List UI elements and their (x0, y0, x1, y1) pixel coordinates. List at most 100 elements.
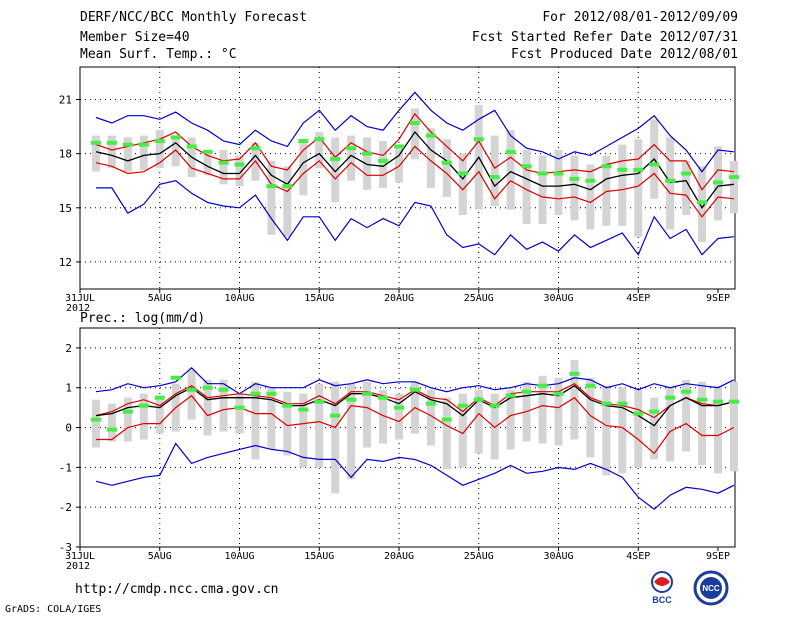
temp-member-marker (457, 171, 468, 176)
prec-member-marker (569, 371, 580, 376)
prec-member-marker (250, 391, 261, 396)
prec-member-marker (298, 407, 309, 412)
temp-spread-bar (235, 155, 244, 187)
prec-line-min (95, 442, 735, 510)
temp-member-marker (394, 144, 404, 149)
temp-spread-bar (682, 160, 691, 215)
temp-member-marker (314, 137, 325, 142)
prec-ytick-label: -2 (59, 501, 72, 514)
prec-member-marker (409, 387, 420, 392)
prec-spread-bar (618, 387, 627, 474)
temp-member-marker (425, 133, 436, 138)
temp-spread-bar (506, 130, 515, 210)
chart-title: DERF/NCC/BCC Monthly Forecast (80, 10, 307, 25)
prec-spread-bar (347, 383, 356, 480)
temp-spread-bar (347, 135, 356, 181)
temp-xtick-label: 20AUG (384, 293, 414, 304)
prec-member-marker (314, 399, 325, 404)
prec-spread-bar (538, 375, 547, 444)
prec-spread-bar (139, 393, 148, 440)
prec-spread-bar (698, 381, 707, 466)
temp-spread-bar (410, 108, 419, 160)
temp-member-marker (90, 140, 101, 145)
temp-xtick-label: 25AUG (464, 293, 494, 304)
temp-xtick-sublabel: 2012 (66, 303, 90, 314)
temp-member-marker (521, 164, 532, 169)
prec-spread-bar (442, 397, 451, 470)
temp-line-lower (95, 145, 734, 218)
prec-member-marker (505, 393, 516, 398)
temp-spread-bar (283, 166, 292, 237)
temp-member-marker (106, 140, 117, 145)
temp-member-marker (186, 144, 197, 149)
temp-member-marker (697, 200, 708, 205)
ncc-logo: NCC (693, 570, 729, 606)
temp-spread-bar (426, 128, 435, 188)
prec-spread-bar (490, 393, 499, 460)
temp-member-marker (250, 146, 261, 151)
temp-spread-bar (570, 155, 579, 221)
temp-spread-bar (331, 137, 340, 203)
temp-spread-bar (107, 135, 116, 169)
prec-member-marker (489, 403, 500, 408)
prec-spread-bar (426, 389, 435, 446)
temp-xtick-label: 15AUG (304, 293, 334, 304)
temp-member-marker (170, 135, 181, 140)
prec-member-marker (457, 403, 468, 408)
temp-member-marker (298, 139, 309, 143)
prec-ytick-label: 2 (65, 342, 72, 355)
temp-member-marker (585, 178, 596, 183)
temp-ytick-label: 15 (59, 202, 72, 215)
prec-xtick-label: 9SEP (706, 551, 730, 562)
prec-spread-bar (554, 377, 563, 446)
prec-xtick-label: 10AUG (224, 551, 254, 562)
temp-spread-bar (267, 160, 276, 235)
temp-member-marker (505, 149, 516, 154)
temp-spread-bar (379, 141, 388, 188)
prec-xtick-label: 31JUL (65, 551, 95, 562)
prec-xtick-label: 25AUG (464, 551, 494, 562)
prec-member-marker (441, 417, 452, 422)
prec-member-marker (202, 385, 213, 390)
temp-spread-bar (554, 150, 563, 215)
prec-member-marker (106, 427, 117, 432)
temp-xtick-label: 10AUG (224, 293, 254, 304)
temp-spread-bar (91, 135, 100, 172)
prec-member-marker (728, 399, 739, 404)
prec-line-lower (96, 394, 735, 455)
temp-xtick-label: 31JUL (65, 293, 95, 304)
temp-spread-bar (458, 153, 467, 215)
temp-spread-bar (666, 137, 675, 230)
temp-line-mean (95, 130, 734, 209)
produced-date: Fcst Produced Date 2012/08/01 (511, 47, 738, 62)
prec-member-marker (681, 389, 692, 394)
ncc-logo-text: NCC (702, 584, 720, 593)
temp-member-marker (202, 149, 213, 154)
temp-member-marker (633, 167, 644, 172)
prec-ytick-label: 0 (65, 422, 72, 435)
temp-spread-bar (586, 164, 595, 230)
variable-label: Mean Surf. Temp.: °C (80, 47, 237, 62)
member-size: Member Size=40 (80, 30, 190, 45)
temp-spread-bar (315, 131, 324, 169)
prec-spread-bar (506, 389, 515, 450)
temp-member-marker (282, 184, 293, 189)
prec-spread-bar (458, 393, 467, 468)
prec-spread-bar (634, 389, 643, 468)
prec-spread-bar (251, 381, 260, 460)
prec-member-marker (649, 409, 660, 414)
temp-member-marker (362, 151, 373, 156)
temp-spread-bar (123, 137, 132, 172)
prec-spread-bar (219, 379, 228, 432)
temp-member-marker (681, 171, 692, 176)
temp-line-max (95, 91, 734, 173)
prec-spread-bar (714, 385, 722, 474)
prec-member-marker (378, 395, 389, 400)
website-url[interactable]: http://cmdp.ncc.cma.gov.cn (75, 582, 279, 597)
prec-ytick-label: 1 (65, 382, 72, 395)
prec-spread-bar (570, 359, 579, 440)
prec-member-marker (713, 399, 723, 404)
prec-ytick-label: -3 (59, 541, 72, 554)
temp-spread-bar (634, 139, 643, 237)
